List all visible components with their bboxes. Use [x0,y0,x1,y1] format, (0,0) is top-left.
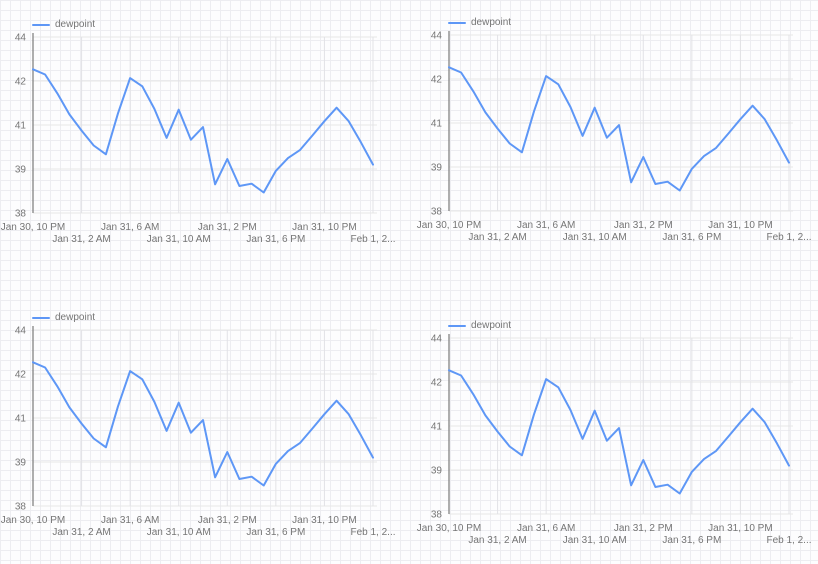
legend-label: dewpoint [55,312,96,323]
legend-line-swatch [448,22,466,24]
x-axis-label: Jan 31, 6 AM [517,220,575,231]
x-axis-label: Feb 1, 2... [350,527,395,538]
legend-line-swatch [448,325,466,327]
legend-line-swatch [32,24,50,26]
y-axis-label: 42 [431,75,443,86]
x-axis-label: Feb 1, 2... [766,535,811,546]
x-axis-label: Feb 1, 2... [350,234,395,245]
chart-legend: dewpoint [448,321,511,331]
x-axis-label: Jan 30, 10 PM [1,222,65,233]
x-axis-label: Jan 31, 6 PM [662,232,721,243]
x-axis-label: Jan 31, 6 AM [517,523,575,534]
x-axis-label: Feb 1, 2... [766,232,811,243]
y-axis-label: 38 [431,207,443,218]
x-axis-label: Jan 31, 2 AM [468,535,526,546]
y-axis-label: 38 [431,510,443,521]
y-axis-label: 42 [15,77,27,88]
y-axis-label: 41 [431,422,443,433]
x-axis-label: Jan 31, 2 PM [198,222,257,233]
legend-label: dewpoint [471,17,512,28]
x-axis-label: Jan 31, 6 PM [662,535,721,546]
x-axis-label: Jan 31, 10 PM [292,222,356,233]
x-axis-label: Jan 31, 6 AM [101,222,159,233]
chart-legend: dewpoint [448,18,511,28]
dewpoint-series-line [32,68,374,194]
chart-legend: dewpoint [32,313,95,323]
x-axis-label: Jan 30, 10 PM [417,523,481,534]
y-axis-label: 44 [431,334,443,345]
y-axis-label: 39 [431,466,443,477]
y-axis-label: 44 [431,31,443,42]
x-axis-label: Jan 31, 10 AM [147,234,211,245]
chart-panel-3[interactable]: dewpoint 44 42 41 39 38 Jan 30, 10 PM Jan 31, … [0,301,412,553]
y-axis-label: 39 [431,163,443,174]
y-axis-label: 39 [15,458,27,469]
legend-label: dewpoint [55,19,96,30]
x-axis-label: Jan 31, 2 PM [614,220,673,231]
chart-legend: dewpoint [32,20,95,30]
y-axis-label: 44 [15,326,27,337]
y-axis-label: 44 [15,33,27,44]
x-axis-label: Jan 30, 10 PM [1,515,65,526]
x-axis-label: Jan 31, 10 AM [563,232,627,243]
legend-line-swatch [32,317,50,319]
y-axis-label: 42 [15,370,27,381]
x-axis-label: Jan 31, 2 AM [52,234,110,245]
x-axis-label: Jan 30, 10 PM [417,220,481,231]
x-axis-label: Jan 31, 10 PM [708,523,772,534]
x-axis-label: Jan 31, 6 PM [246,527,305,538]
chart-panel-1[interactable]: dewpoint 44 42 41 39 38 Jan 30, 10 PM Jan 31, … [0,8,412,260]
y-axis-label: 41 [431,119,443,130]
x-axis-label: Jan 31, 2 PM [198,515,257,526]
x-axis-label: Jan 31, 10 PM [292,515,356,526]
x-axis-label: Jan 31, 10 AM [563,535,627,546]
chart-panel-4[interactable]: dewpoint 44 42 41 39 38 Jan 30, 10 PM Jan 31, … [416,309,818,561]
x-axis-label: Jan 31, 2 AM [468,232,526,243]
y-axis-label: 41 [15,121,27,132]
dewpoint-series-line [448,66,790,192]
y-axis-label: 38 [15,502,27,513]
y-axis-label: 39 [15,165,27,176]
dewpoint-series-line [32,361,374,487]
y-axis-label: 41 [15,414,27,425]
x-axis-label: Jan 31, 2 PM [614,523,673,534]
chart-panel-2[interactable]: dewpoint 44 42 41 39 38 Jan 30, 10 PM Jan 31, … [416,6,818,258]
x-axis-label: Jan 31, 2 AM [52,527,110,538]
legend-label: dewpoint [471,320,512,331]
x-axis-label: Jan 31, 10 AM [147,527,211,538]
dewpoint-series-line [448,369,790,495]
y-axis-label: 42 [431,378,443,389]
y-axis-label: 38 [15,209,27,220]
x-axis-label: Jan 31, 10 PM [708,220,772,231]
x-axis-label: Jan 31, 6 AM [101,515,159,526]
x-axis-label: Jan 31, 6 PM [246,234,305,245]
